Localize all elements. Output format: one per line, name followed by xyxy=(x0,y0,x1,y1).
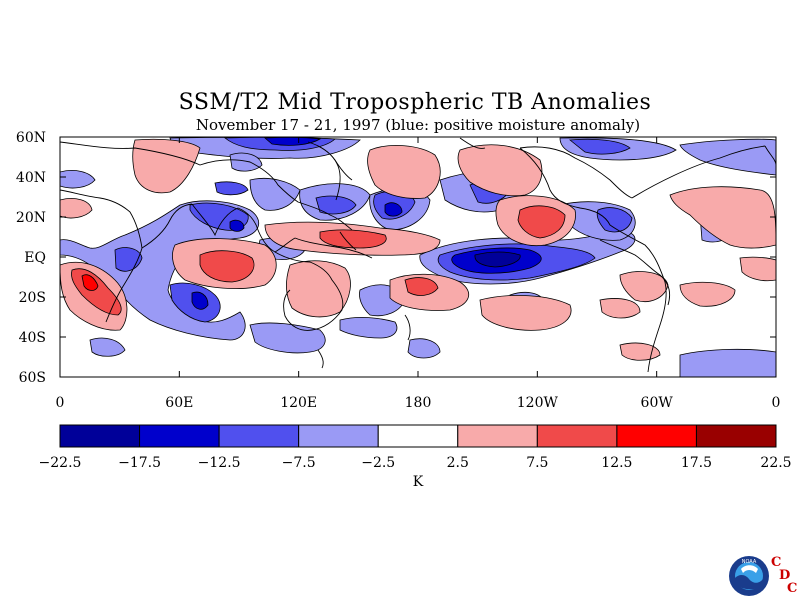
lon-label: 120W xyxy=(517,395,559,411)
lat-label: 20N xyxy=(16,210,46,226)
colorbar-tick-label: 17.5 xyxy=(681,455,712,471)
lat-label: 40N xyxy=(16,170,46,186)
lon-label: 120E xyxy=(280,395,317,411)
colorbar-tick-label: 7.5 xyxy=(526,455,548,471)
lon-label: 0 xyxy=(56,395,65,411)
colorbar-tick-label: −17.5 xyxy=(118,455,161,471)
cdc-letter-c1: C xyxy=(771,555,782,570)
colorbar-tick-label: 12.5 xyxy=(601,455,632,471)
colorbar-tick-label: 22.5 xyxy=(760,455,791,471)
map-title: SSM/T2 Mid Tropospheric TB Anomalies xyxy=(178,90,652,115)
colorbar-tick-label: −7.5 xyxy=(282,455,316,471)
noaa-logo: NOAA xyxy=(729,556,769,596)
colorbar-tick-label: 2.5 xyxy=(447,455,469,471)
coastlines xyxy=(60,137,776,373)
lat-label: 20S xyxy=(19,290,46,306)
anomaly-contour-field xyxy=(60,137,776,377)
lat-label: 60S xyxy=(19,370,46,386)
lon-label: 180 xyxy=(405,395,432,411)
colorbar-swatch xyxy=(218,424,300,448)
latitude-axis: 60N 40N 20N EQ 20S 40S 60S xyxy=(16,130,776,386)
cdc-letter-c2: C xyxy=(787,581,798,596)
longitude-axis: 0 60E 120E 180 120W 60W 0 xyxy=(56,137,781,411)
lat-label: 40S xyxy=(19,330,46,346)
colorbar-tick-label: −12.5 xyxy=(198,455,241,471)
colorbar-swatch xyxy=(59,424,141,448)
colorbar-swatch xyxy=(457,424,538,448)
colorbar-swatch xyxy=(695,424,777,448)
colorbar-tick-label: −22.5 xyxy=(39,455,82,471)
colorbar-unit: K xyxy=(413,474,424,490)
map-subtitle: November 17 - 21, 1997 (blue: positive m… xyxy=(195,116,641,134)
cdc-letter-d: D xyxy=(779,568,791,583)
colorbar-swatch xyxy=(536,424,618,448)
colorbar-swatch xyxy=(298,424,379,448)
colorbar-swatch xyxy=(377,424,459,448)
lat-label: EQ xyxy=(24,250,46,266)
lon-label: 60W xyxy=(641,395,674,411)
colorbar-tick-label: −2.5 xyxy=(361,455,395,471)
colorbar: −22.5 −17.5 −12.5 −7.5 −2.5 2.5 7.5 12.5 17.5 22.… xyxy=(39,424,792,471)
colorbar-swatch xyxy=(139,424,220,448)
lat-label: 60N xyxy=(16,130,46,146)
lon-label: 0 xyxy=(772,395,781,411)
lon-label: 60E xyxy=(165,395,193,411)
noaa-logo-text: NOAA xyxy=(742,559,757,565)
colorbar-swatch xyxy=(616,424,697,448)
